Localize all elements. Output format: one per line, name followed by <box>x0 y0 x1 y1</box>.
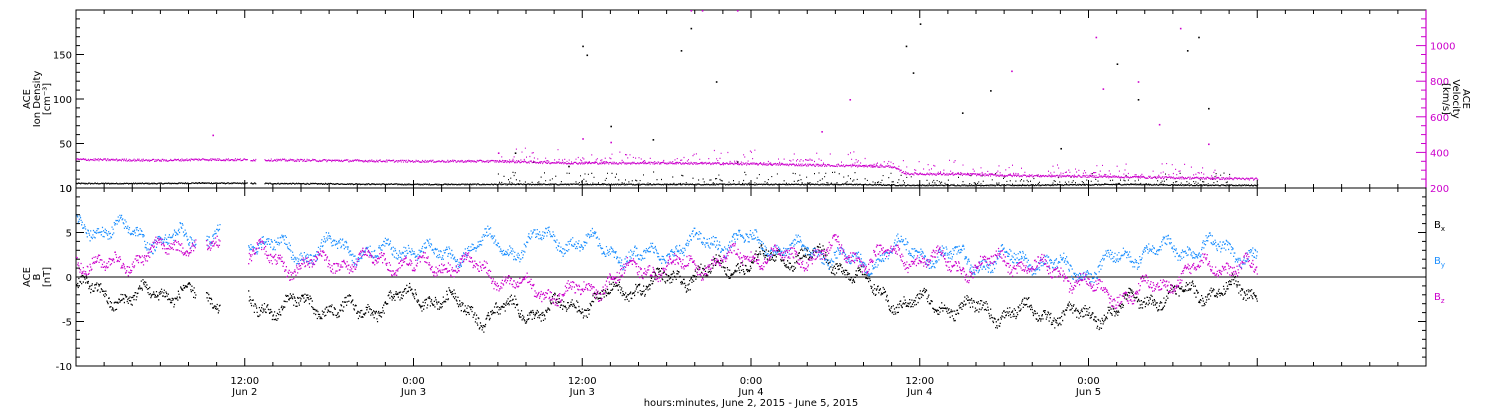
outlier-point <box>1208 143 1210 146</box>
outlier-point <box>1208 107 1210 110</box>
x-tick-time-label: 12:00 <box>905 376 934 387</box>
density-axis-label-2: Ion Density <box>32 71 43 128</box>
velocity-tick-label: 200 <box>1430 184 1449 195</box>
velocity-tick-label: 600 <box>1430 113 1449 124</box>
b-tick-label: -10 <box>56 362 72 373</box>
outlier-point <box>919 23 922 25</box>
outlier-point <box>610 125 612 128</box>
outlier-point <box>1158 123 1161 126</box>
magnetic-data <box>76 213 1426 333</box>
outlier-point <box>1137 99 1140 101</box>
velocity-tick-label: 1000 <box>1430 42 1455 53</box>
outlier-point <box>690 10 693 12</box>
outlier-point <box>736 161 739 163</box>
outlier-point <box>586 54 589 57</box>
b-tick-label: -5 <box>62 318 72 329</box>
x-tick-time-label: 12:00 <box>568 376 597 387</box>
legend-bz: Bz <box>1434 292 1445 305</box>
outlier-point <box>497 152 500 154</box>
x-tick-time-label: 12:00 <box>230 376 259 387</box>
series-bx <box>76 243 1258 333</box>
outlier-point <box>821 131 823 133</box>
x-tick-date-label: Jun 3 <box>400 387 426 398</box>
density-axis-label-1: ACE <box>22 89 33 109</box>
outlier-point <box>905 45 908 48</box>
density-tick-label: 0 <box>66 184 72 195</box>
series-scatter-noise <box>499 147 1231 179</box>
outlier-point <box>1011 70 1013 73</box>
outlier-point <box>1116 63 1119 65</box>
outlier-point <box>715 81 718 83</box>
outlier-point <box>1095 36 1098 39</box>
series-bz <box>76 234 1258 310</box>
density-axis-label-3: [cm⁻³] <box>42 83 53 115</box>
outlier-point <box>961 112 964 114</box>
x-tick-time-label: 0:00 <box>402 376 424 387</box>
outlier-point <box>1179 27 1182 30</box>
b-field-axis: -10 -5 0 5 10 <box>56 184 1426 373</box>
outlier-point <box>1060 147 1062 150</box>
series-trace <box>76 158 1259 181</box>
velocity-axis: 200 400 600 800 1000 <box>1416 10 1455 195</box>
outlier-point <box>849 99 852 101</box>
density-tick-label: 150 <box>53 51 72 62</box>
outlier-point <box>610 141 612 144</box>
outlier-point <box>582 45 584 48</box>
x-tick-date-label: Jun 3 <box>569 387 595 398</box>
outlier-point <box>701 10 704 12</box>
legend-bx: Bx <box>1434 220 1445 233</box>
legend-by: By <box>1434 256 1445 269</box>
density-tick-label: 100 <box>53 95 72 106</box>
velocity-axis-label-2: Velocity <box>1450 79 1461 118</box>
velocity-tick-label: 400 <box>1430 148 1449 159</box>
density-axis: 0 50 100 150 <box>53 18 84 195</box>
x-tick-date-label: Jun 4 <box>906 387 932 398</box>
plasma-data <box>76 10 1259 187</box>
series-scatter-noise <box>497 171 1231 186</box>
b-axis-label-1: ACE <box>22 267 33 287</box>
velocity-axis-label-1: ACE <box>1460 89 1471 109</box>
b-field-legend: Bx By Bz <box>1434 220 1445 305</box>
series-ion-density <box>76 23 1259 187</box>
b-tick-label: 10 <box>59 184 72 195</box>
outlier-point <box>1137 81 1140 83</box>
x-tick-time-label: 0:00 <box>1077 376 1099 387</box>
b-axis-label-3: [nT] <box>42 267 53 287</box>
outlier-point <box>568 165 570 168</box>
outlier-point <box>514 152 517 154</box>
velocity-axis-label-3: [km/s] <box>1440 83 1451 115</box>
outlier-point <box>212 134 215 137</box>
magnetic-x-ticks <box>103 188 1399 366</box>
b-axis-label-2: B <box>32 273 43 280</box>
magnetic-panel: -10 -5 0 5 10 Bx By Bz ACE B [nT] <box>22 184 1445 373</box>
b-trace <box>76 234 1258 310</box>
x-tick-time-label: 0:00 <box>740 376 762 387</box>
x-tick-date-label: Jun 2 <box>231 387 257 398</box>
velocity-tick-label: 800 <box>1430 77 1449 88</box>
x-tick-date-label: Jun 5 <box>1075 387 1101 398</box>
outlier-point <box>582 138 584 140</box>
outlier-point <box>680 50 683 52</box>
outlier-point <box>652 139 655 141</box>
density-tick-label: 50 <box>59 140 72 151</box>
series-velocity <box>76 10 1259 181</box>
time-axis-title: hours:minutes, June 2, 2015 - June 5, 20… <box>644 398 859 409</box>
b-trace <box>76 243 1258 333</box>
plasma-x-ticks <box>103 10 1399 188</box>
outlier-point <box>690 27 693 30</box>
b-tick-label: 0 <box>66 273 72 284</box>
x-tick-date-label: Jun 4 <box>737 387 763 398</box>
plasma-panel-frame <box>75 9 1427 189</box>
outlier-point <box>1198 36 1200 39</box>
outlier-point <box>1186 50 1189 52</box>
outlier-point <box>1102 88 1105 90</box>
outlier-point <box>736 10 739 12</box>
outlier-point <box>912 72 915 74</box>
plasma-panel: 0 50 100 150 200 400 600 800 1000 ACE Ion Densi… <box>22 9 1471 195</box>
b-tick-label: 5 <box>66 229 72 240</box>
outlier-point <box>990 90 992 92</box>
series-trace <box>76 182 1259 187</box>
